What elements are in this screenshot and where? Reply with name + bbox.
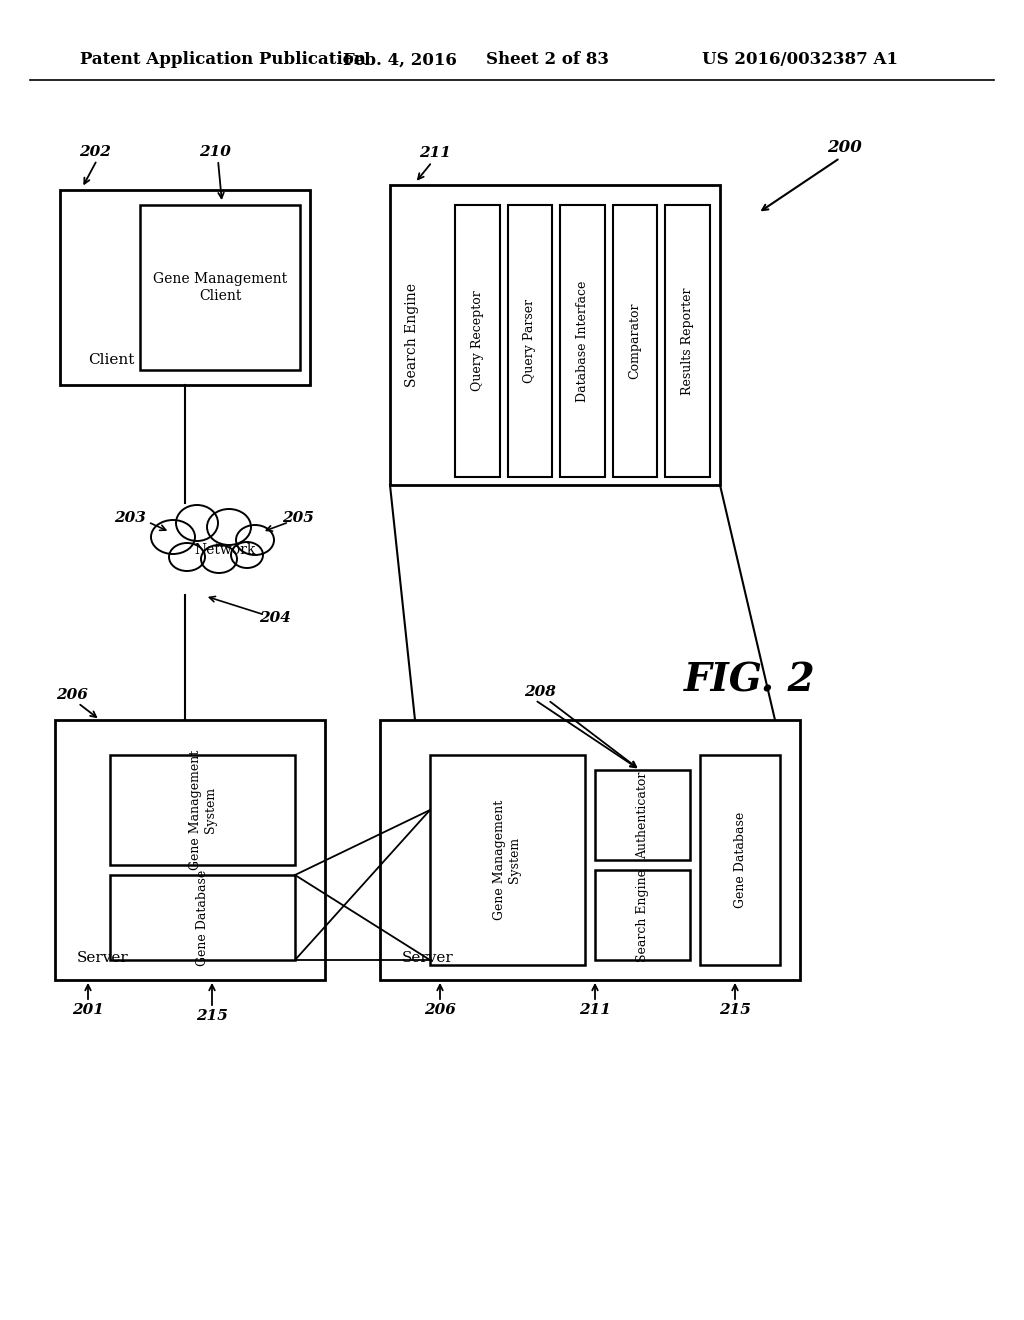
Text: Gene Management
System: Gene Management System <box>188 750 216 870</box>
Bar <box>140 205 300 370</box>
Bar <box>595 870 690 960</box>
Ellipse shape <box>176 506 218 541</box>
Text: Gene Management
Client: Gene Management Client <box>153 272 287 302</box>
Text: Authenticator: Authenticator <box>636 771 649 859</box>
Ellipse shape <box>169 543 205 572</box>
Text: Search Engine: Search Engine <box>636 869 649 961</box>
Text: 204: 204 <box>259 611 291 624</box>
Text: 202: 202 <box>79 145 111 158</box>
Text: Gene Database: Gene Database <box>196 870 209 966</box>
Text: Database Interface: Database Interface <box>575 280 589 401</box>
Text: 205: 205 <box>282 511 314 525</box>
Ellipse shape <box>207 510 251 545</box>
Bar <box>666 205 710 477</box>
Bar <box>55 719 325 979</box>
Ellipse shape <box>236 525 274 554</box>
Text: 206: 206 <box>56 688 88 702</box>
Bar <box>508 205 552 477</box>
Bar <box>60 190 310 385</box>
Bar <box>595 770 690 861</box>
Text: FIG. 2: FIG. 2 <box>684 661 816 700</box>
Text: Query Parser: Query Parser <box>523 298 537 383</box>
Text: Gene Management
System: Gene Management System <box>494 800 521 920</box>
Text: Server: Server <box>77 950 129 965</box>
Bar <box>110 875 295 960</box>
Text: 211: 211 <box>579 1003 611 1016</box>
Text: US 2016/0032387 A1: US 2016/0032387 A1 <box>702 51 898 69</box>
Bar <box>700 755 780 965</box>
Bar <box>612 205 657 477</box>
Text: Search Engine: Search Engine <box>406 282 419 387</box>
Text: Client: Client <box>88 352 134 367</box>
Text: Feb. 4, 2016: Feb. 4, 2016 <box>343 51 457 69</box>
Bar <box>455 205 500 477</box>
Text: Query Receptor: Query Receptor <box>471 290 483 391</box>
Text: Server: Server <box>402 950 454 965</box>
Bar <box>110 755 295 865</box>
Text: 206: 206 <box>424 1003 456 1016</box>
Bar <box>380 719 800 979</box>
Text: 210: 210 <box>199 145 231 158</box>
Text: 203: 203 <box>114 511 146 525</box>
Ellipse shape <box>151 520 195 554</box>
Text: Comparator: Comparator <box>629 302 642 379</box>
Text: Sheet 2 of 83: Sheet 2 of 83 <box>486 51 609 69</box>
Text: 200: 200 <box>827 140 862 157</box>
Text: 215: 215 <box>719 1003 751 1016</box>
Text: Patent Application Publication: Patent Application Publication <box>80 51 366 69</box>
Bar <box>560 205 605 477</box>
Text: 215: 215 <box>196 1008 228 1023</box>
Bar <box>390 185 720 484</box>
Ellipse shape <box>201 545 237 573</box>
Text: 201: 201 <box>72 1003 104 1016</box>
Bar <box>430 755 585 965</box>
Text: Network: Network <box>195 543 256 557</box>
Text: 211: 211 <box>419 147 451 160</box>
Text: Gene Database: Gene Database <box>733 812 746 908</box>
Text: Results Reporter: Results Reporter <box>681 288 694 395</box>
Ellipse shape <box>231 543 263 568</box>
Text: 208: 208 <box>524 685 556 700</box>
